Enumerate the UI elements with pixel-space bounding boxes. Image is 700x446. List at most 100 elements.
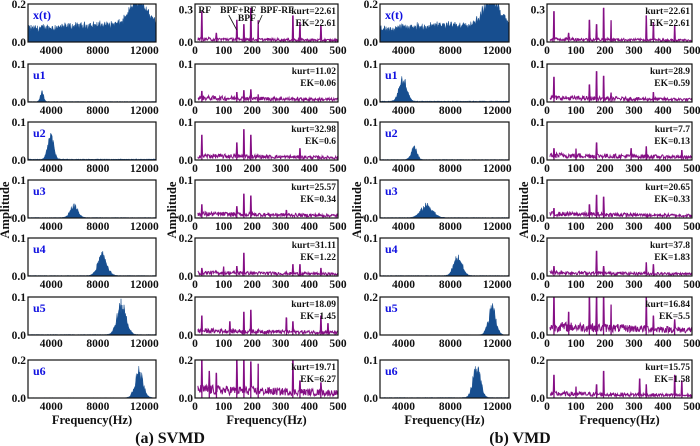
x-tick-label: 400	[654, 105, 672, 117]
svmd-envelope-2-frame	[194, 121, 339, 161]
y-tick-label: 0.2	[531, 292, 546, 304]
y-tick-label: 0.1	[179, 175, 194, 187]
x-tick-label: 200	[244, 279, 262, 291]
svmd-envelope-0-frame	[194, 3, 339, 43]
vmd-spectrum-3-area	[379, 202, 510, 219]
x-tick-label: 500	[683, 45, 700, 57]
x-tick-label: 300	[272, 279, 290, 291]
x-tick-label: 500	[329, 221, 347, 233]
x-tick-label: 200	[596, 105, 614, 117]
kurtosis-label: kurt=15.75	[645, 363, 690, 373]
y-tick-label: 0.0	[179, 97, 194, 109]
x-tick-label: 4000	[392, 105, 415, 117]
y-tick-label: 0.0	[12, 155, 27, 167]
y-axis-label: Amplitude	[350, 181, 364, 238]
x-tick-label: 300	[625, 163, 643, 175]
y-tick-label: 0.2	[364, 0, 379, 11]
y-tick-label: 0.2	[12, 0, 27, 11]
y-tick-label: 0.1	[179, 59, 194, 71]
y-tick-label: 0.0	[364, 271, 379, 283]
x-tick-label: 200	[244, 105, 262, 117]
x-tick-label: 200	[596, 401, 614, 413]
envelope-kurtosis-label: EK=5.5	[659, 312, 690, 322]
y-tick-label: 0.1	[364, 117, 379, 129]
x-tick-label: 400	[654, 163, 672, 175]
y-axis-label: Amplitude	[165, 181, 179, 238]
x-tick-label: 100	[215, 338, 233, 350]
x-tick-label: 0	[192, 221, 198, 233]
x-tick-label: 500	[683, 221, 700, 233]
y-tick-label: 0.0	[12, 393, 27, 405]
y-tick-label: 0.0	[531, 330, 546, 342]
annotation-bpf-plus-rf: BPF+RF	[220, 6, 256, 16]
vmd-spectrum-2-area	[379, 144, 510, 161]
y-tick-label: 0.0	[179, 271, 194, 283]
svmd-spectrum-4-frame	[27, 237, 157, 277]
x-tick-label: 500	[683, 163, 700, 175]
vmd-envelope-5-line	[549, 296, 693, 335]
x-tick-label: 500	[329, 105, 347, 117]
x-tick-label: 500	[329, 338, 347, 350]
y-tick-label: 0.0	[12, 271, 27, 283]
x-axis-label: Frequency(Hz)	[404, 413, 484, 427]
x-tick-label: 300	[272, 338, 290, 350]
x-tick-label: 4000	[392, 45, 415, 57]
x-tick-label: 400	[301, 45, 319, 57]
x-tick-label: 4000	[392, 279, 415, 291]
x-tick-label: 500	[683, 401, 700, 413]
svmd-spectrum-1-area	[27, 90, 157, 103]
envelope-kurtosis-label: EK=0.06	[300, 79, 336, 89]
mode-label: x(t)	[385, 8, 403, 22]
x-tick-label: 12000	[483, 105, 512, 117]
y-tick-label: 0.0	[364, 155, 379, 167]
y-tick-label: 0.0	[12, 330, 27, 342]
x-tick-label: 12000	[483, 163, 512, 175]
x-tick-label: 300	[625, 45, 643, 57]
x-tick-label: 300	[625, 221, 643, 233]
svmd-envelope-0-line	[197, 7, 339, 44]
y-axis-label: Amplitude	[0, 181, 12, 238]
x-tick-label: 12000	[483, 45, 512, 57]
x-tick-label: 400	[654, 221, 672, 233]
x-tick-label: 200	[596, 338, 614, 350]
envelope-kurtosis-label: EK=0.13	[654, 137, 690, 147]
vmd-spectrum-2-frame	[379, 121, 510, 161]
x-tick-label: 100	[567, 221, 585, 233]
x-tick-label: 4000	[40, 45, 63, 57]
y-tick-label: 0.1	[364, 233, 379, 245]
y-tick-label: 0.1	[12, 175, 27, 187]
x-tick-label: 12000	[483, 338, 512, 350]
y-tick-label: 0.1	[12, 292, 27, 304]
x-tick-label: 400	[301, 338, 319, 350]
mode-label: x(t)	[33, 8, 51, 22]
x-tick-label: 400	[301, 401, 319, 413]
svmd-spectrum-2-frame	[27, 121, 157, 161]
x-tick-label: 200	[596, 221, 614, 233]
vmd-spectrum-1-frame	[379, 63, 510, 103]
x-tick-label: 8000	[86, 105, 109, 117]
vmd-spectrum-3-frame	[379, 179, 510, 219]
vmd-envelope-6-line	[549, 370, 693, 399]
vmd-spectrum-6-area	[379, 366, 510, 399]
x-tick-label: 300	[625, 338, 643, 350]
vmd-envelope-2-line	[549, 142, 693, 161]
x-tick-label: 300	[625, 105, 643, 117]
y-tick-label: 0.0	[364, 37, 379, 49]
kurtosis-label: kurt=31.11	[292, 241, 336, 251]
svmd-envelope-3-line	[197, 193, 339, 219]
x-tick-label: 500	[329, 279, 347, 291]
x-tick-label: 4000	[392, 401, 415, 413]
svmd-spectrum-1-frame	[27, 63, 157, 103]
x-tick-label: 200	[244, 163, 262, 175]
svmd-spectrum-3-frame	[27, 179, 157, 219]
x-tick-label: 4000	[40, 163, 63, 175]
y-tick-label: 0.1	[531, 59, 546, 71]
x-tick-label: 200	[596, 163, 614, 175]
vmd-envelope-0-frame	[546, 3, 693, 43]
x-tick-label: 12000	[130, 45, 159, 57]
vmd-spectrum-5-area	[379, 303, 510, 336]
y-tick-label: 0.1	[12, 233, 27, 245]
x-tick-label: 400	[301, 279, 319, 291]
annotation-bpf: BPF	[238, 14, 256, 24]
figure-caption: (b) VMD	[489, 430, 550, 446]
